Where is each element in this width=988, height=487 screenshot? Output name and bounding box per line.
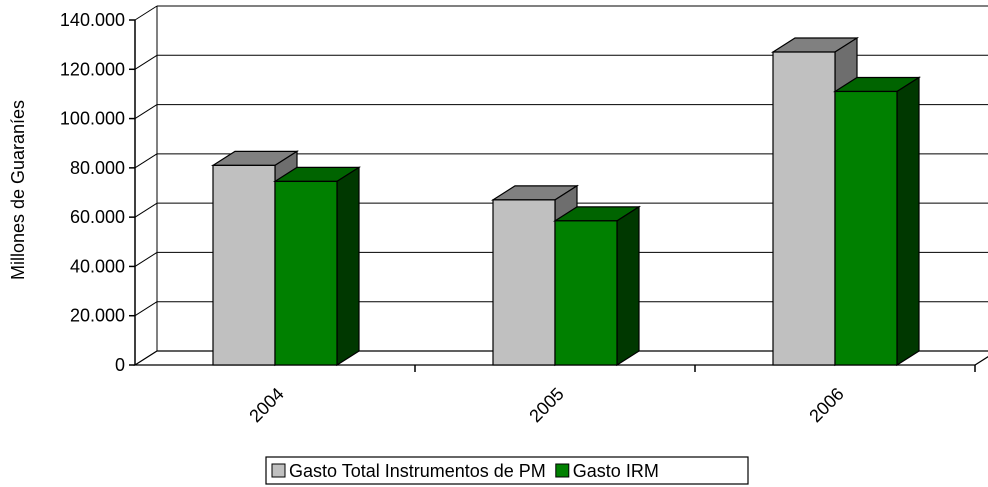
y-tick-label: 140.000 <box>60 10 125 30</box>
y-tick-label: 80.000 <box>70 158 125 178</box>
bar <box>274 180 338 366</box>
bar <box>772 51 836 366</box>
y-axis-title: Millones de Guaraníes <box>8 100 28 280</box>
y-tick-label: 20.000 <box>70 306 125 326</box>
legend-box <box>265 456 749 485</box>
x-tick-label: 2005 <box>525 384 567 426</box>
side-wall-line <box>134 54 158 70</box>
legend-label: Gasto Total Instrumentos de PM <box>289 461 546 481</box>
y-tick-label: 60.000 <box>70 207 125 227</box>
bar <box>492 199 556 366</box>
bar-side <box>896 76 920 367</box>
bar <box>834 90 898 366</box>
y-tick-label: 100.000 <box>60 109 125 129</box>
legend-swatch <box>555 463 570 478</box>
bar <box>212 164 276 366</box>
side-wall-line <box>134 153 158 169</box>
bar-side <box>616 205 640 367</box>
bars-group <box>210 36 922 367</box>
side-wall-line <box>134 104 158 119</box>
x-tick-label: 2006 <box>805 384 847 426</box>
bar-side <box>336 166 360 367</box>
side-wall-line <box>134 301 158 317</box>
y-tick-label: 0 <box>115 355 125 375</box>
bar <box>554 220 618 366</box>
x-axis-ticks: 2004 2005 2006 <box>245 365 976 426</box>
legend: Gasto Total Instrumentos de PM Gasto IRM <box>265 456 749 485</box>
legend-swatch <box>271 463 286 478</box>
legend-label: Gasto IRM <box>573 461 659 481</box>
y-axis-ticks: 0 20.000 40.000 60.000 80.000 100.000 120.000 1… <box>60 10 135 375</box>
x-tick-label: 2004 <box>245 384 287 426</box>
y-tick-label: 120.000 <box>60 59 125 79</box>
y-tick-label: 40.000 <box>70 256 125 276</box>
side-wall-line <box>134 5 158 21</box>
side-wall-line <box>134 202 158 218</box>
side-wall-line <box>134 252 158 267</box>
